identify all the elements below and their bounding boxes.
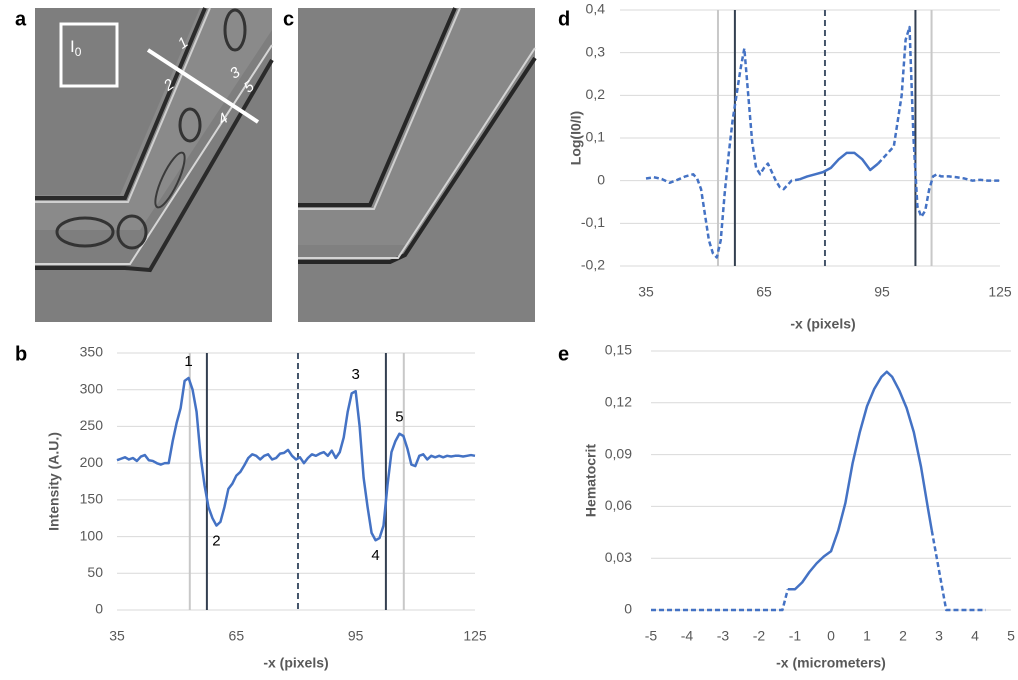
x-tick-label: -1 [789,628,802,644]
x-axis-title: -x (pixels) [263,655,328,671]
x-tick-label: 95 [348,628,364,644]
x-axis-title: -x (micrometers) [776,655,886,671]
data-line [651,530,986,612]
y-tick-label: 0,1 [586,129,606,145]
x-tick-label: 95 [874,284,890,300]
y-tick-label: 150 [80,491,104,507]
y-tick-label: 0,06 [605,497,632,513]
annotation: 3 [351,366,359,383]
panel-letter: a [15,8,27,30]
y-tick-label: 200 [80,454,104,470]
panel-letter: d [558,8,570,30]
y-tick-label: -0,2 [581,257,605,273]
x-tick-label: 0 [827,628,835,644]
annotation: 2 [212,533,220,550]
y-tick-label: 0,3 [586,43,606,59]
y-tick-label: 0 [95,601,103,617]
panel-letter: e [558,343,569,365]
x-axis-title: -x (pixels) [790,316,855,332]
y-tick-label: 100 [80,527,104,543]
y-tick-label: 0 [624,601,632,617]
annotation: 1 [184,353,192,370]
panel-letter: b [15,343,27,365]
image-c [298,7,537,322]
x-tick-label: 35 [109,628,125,644]
y-tick-label: 350 [80,344,104,360]
x-tick-label: 2 [899,628,907,644]
x-tick-label: 125 [988,284,1012,300]
x-tick-label: 1 [863,628,871,644]
y-tick-label: 250 [80,417,104,433]
data-line [787,370,934,591]
x-tick-label: 65 [756,284,772,300]
y-tick-label: 300 [80,380,104,396]
y-axis-title: Hematocrit [583,444,599,517]
x-tick-label: 4 [971,628,979,644]
x-tick-label: -2 [753,628,766,644]
y-tick-label: 50 [87,564,103,580]
annotation: 4 [371,547,379,564]
x-tick-label: 65 [229,628,245,644]
y-tick-label: 0,03 [605,549,632,565]
annotation: 5 [395,409,403,426]
y-axis-title: Intensity (A.U.) [46,432,62,531]
y-axis-title: Log(I0/I) [568,111,584,165]
y-tick-label: 0,2 [586,86,606,102]
y-tick-label: 0,09 [605,445,632,461]
y-tick-label: 0,4 [586,1,606,17]
reference-label: I0 [70,37,82,59]
panel-letter: c [283,8,294,30]
data-line [116,376,476,542]
image-a: I0 [35,7,274,322]
x-tick-label: 125 [463,628,487,644]
data-line [798,151,879,181]
y-tick-label: 0 [597,171,605,187]
x-tick-label: 5 [1007,628,1015,644]
y-tick-label: -0,1 [581,214,605,230]
x-tick-label: -5 [645,628,658,644]
x-tick-label: 3 [935,628,943,644]
x-tick-label: -3 [717,628,730,644]
y-tick-label: 0,12 [605,394,632,410]
y-tick-label: 0,15 [605,342,632,358]
x-tick-label: 35 [638,284,654,300]
data-line [645,25,1000,259]
x-tick-label: -4 [681,628,694,644]
